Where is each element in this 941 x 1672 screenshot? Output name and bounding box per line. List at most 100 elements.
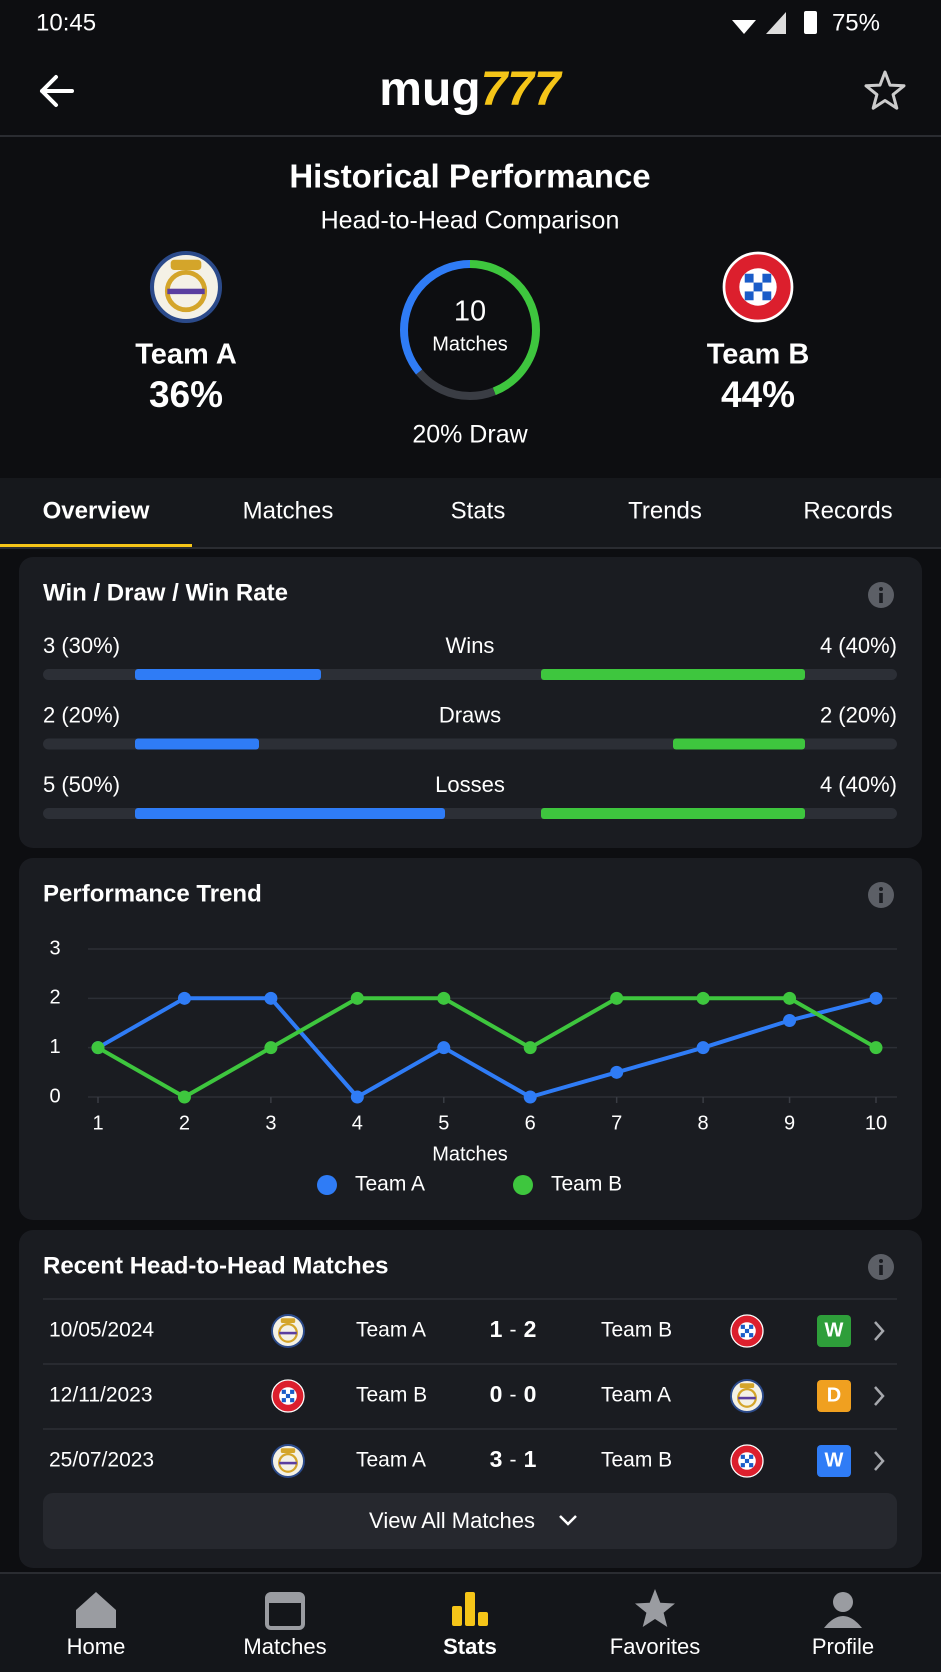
crest-diamond bbox=[762, 273, 772, 283]
info-icon[interactable] bbox=[868, 1254, 894, 1280]
crest-diamond bbox=[749, 1454, 754, 1459]
crest-diamond bbox=[744, 273, 754, 283]
wifi-icon bbox=[732, 20, 756, 34]
crest-crown bbox=[170, 259, 202, 270]
status-time: 10:45 bbox=[36, 9, 96, 36]
result-label: D bbox=[827, 1384, 841, 1406]
data-point bbox=[610, 1065, 624, 1079]
nav-label: Favorites bbox=[610, 1634, 700, 1659]
match-row[interactable]: 25/07/2023 Team A 3-1 Team B W bbox=[49, 1445, 885, 1477]
logo-accent: 777 bbox=[481, 63, 563, 116]
info-icon[interactable] bbox=[868, 582, 894, 608]
team-b-bar bbox=[541, 669, 805, 680]
tab-indicator bbox=[0, 544, 192, 548]
info-dot bbox=[879, 587, 883, 591]
x-tick-label: 8 bbox=[698, 1112, 709, 1134]
data-point bbox=[869, 1041, 883, 1055]
nav-icon bbox=[833, 1592, 853, 1612]
nav-label: Matches bbox=[243, 1634, 326, 1659]
match-row[interactable]: 10/05/2024 Team A 1-2 Team B W bbox=[49, 1315, 885, 1347]
crest-diamond bbox=[744, 1458, 750, 1464]
team-a-pct: 36% bbox=[149, 374, 223, 415]
card bbox=[19, 1230, 922, 1568]
donut-segment bbox=[400, 260, 540, 400]
tab[interactable]: Matches bbox=[243, 497, 334, 524]
nav-label: Stats bbox=[443, 1634, 497, 1659]
favorite-button[interactable] bbox=[864, 70, 906, 110]
data-point bbox=[696, 1041, 710, 1055]
crest-diamond bbox=[744, 1328, 750, 1334]
x-tick-label: 7 bbox=[611, 1112, 622, 1134]
status-battery: 75% bbox=[832, 9, 880, 36]
tab[interactable]: Records bbox=[803, 497, 892, 524]
chart-title: Performance Trend bbox=[43, 880, 262, 907]
view-all-button[interactable] bbox=[43, 1493, 897, 1549]
nav-item[interactable]: Favorites bbox=[610, 1589, 700, 1659]
crest-ring bbox=[271, 1314, 305, 1348]
team-b-crest bbox=[730, 1314, 764, 1348]
x-tick-label: 5 bbox=[438, 1112, 449, 1134]
series-line bbox=[97, 996, 877, 1099]
y-tick-label: 3 bbox=[49, 937, 60, 959]
crest-band bbox=[738, 1396, 756, 1400]
legend-label: Team A bbox=[355, 1173, 425, 1196]
crest-diamond bbox=[749, 1333, 754, 1338]
nav-icon bbox=[465, 1592, 475, 1626]
crest-crown bbox=[280, 1448, 296, 1453]
signal-icon bbox=[766, 12, 786, 34]
legend-label: Team B bbox=[551, 1173, 622, 1196]
nav-item[interactable]: Profile bbox=[812, 1592, 874, 1659]
tab[interactable]: Trends bbox=[628, 497, 702, 524]
tab[interactable]: Stats bbox=[451, 497, 506, 524]
x-tick-label: 2 bbox=[179, 1112, 190, 1134]
match-date: 10/05/2024 bbox=[49, 1319, 154, 1342]
score-separator: - bbox=[510, 1319, 517, 1342]
stat-label: Losses bbox=[435, 772, 505, 797]
match-row[interactable]: 12/11/2023 Team B 0-0 Team A D bbox=[49, 1380, 885, 1412]
crest-diamond bbox=[740, 1454, 745, 1459]
back-button[interactable] bbox=[40, 75, 74, 107]
result-badge bbox=[817, 1380, 851, 1412]
crest-diamond bbox=[290, 1398, 295, 1403]
x-tick-label: 9 bbox=[784, 1112, 795, 1134]
tab-bar bbox=[0, 478, 941, 548]
row-chevron bbox=[874, 1451, 885, 1471]
result-label: W bbox=[825, 1319, 844, 1341]
data-point bbox=[869, 991, 883, 1005]
tab[interactable]: Overview bbox=[43, 497, 150, 524]
team-a-bar bbox=[135, 808, 445, 819]
crest-band bbox=[167, 288, 205, 295]
nav-icon bbox=[76, 1592, 116, 1628]
crest-diamond bbox=[753, 282, 763, 292]
data-point bbox=[264, 1041, 278, 1055]
score-separator: - bbox=[510, 1384, 517, 1407]
crest-band bbox=[279, 1461, 297, 1465]
score-separator: - bbox=[510, 1449, 517, 1472]
crest-diamond bbox=[285, 1393, 291, 1399]
away-score: 1 bbox=[524, 1446, 537, 1472]
team-a-name: Team A bbox=[135, 339, 237, 371]
crest-diamond bbox=[281, 1398, 286, 1403]
info-icon[interactable] bbox=[868, 882, 894, 908]
nav-item[interactable]: Home bbox=[67, 1592, 126, 1659]
data-point bbox=[610, 991, 624, 1005]
crest-diamond bbox=[749, 1324, 754, 1329]
x-axis-label: Matches bbox=[432, 1143, 508, 1165]
info-dot bbox=[879, 1259, 883, 1263]
away-score: 0 bbox=[524, 1381, 537, 1407]
card-title: Win / Draw / Win Rate bbox=[43, 579, 288, 606]
nav-item[interactable]: Matches bbox=[243, 1592, 327, 1659]
matches-count: 10 bbox=[454, 296, 486, 328]
nav-icon-detail bbox=[267, 1594, 303, 1603]
team-b-bar bbox=[541, 808, 805, 819]
team-b-stat: 4 (40%) bbox=[820, 633, 897, 658]
info-bar bbox=[879, 1265, 883, 1275]
x-tick-label: 10 bbox=[865, 1112, 887, 1134]
nav-item[interactable]: Stats bbox=[443, 1592, 497, 1659]
info-bar bbox=[879, 593, 883, 603]
card-title: Recent Head-to-Head Matches bbox=[43, 1252, 388, 1279]
matches-label: Matches bbox=[432, 333, 508, 355]
away-team: Team B bbox=[601, 1319, 672, 1342]
